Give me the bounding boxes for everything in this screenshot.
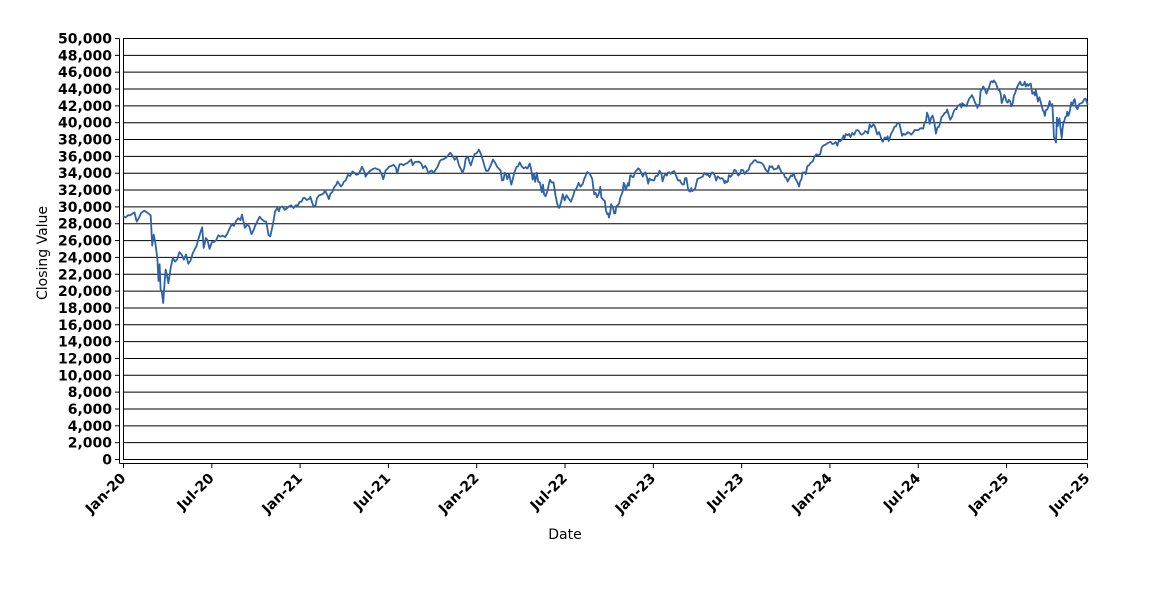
y-tick-label: 44,000 <box>58 82 112 98</box>
y-tick-label: 0 <box>102 453 112 469</box>
y-tick-label: 16,000 <box>58 318 112 334</box>
data-series <box>122 79 1089 304</box>
x-tick-label: Jan-24 <box>788 470 835 517</box>
x-tick-label: Jul-21 <box>350 471 394 515</box>
y-tick-label: 14,000 <box>58 335 112 351</box>
closing-value-series-line <box>122 79 1089 304</box>
y-tick-label: 18,000 <box>58 301 112 317</box>
x-tick-label: Jan-20 <box>82 470 129 517</box>
y-tick-label: 42,000 <box>58 99 112 115</box>
plot-border <box>123 38 1088 460</box>
y-axis-title: Closing Value <box>35 206 51 300</box>
y-tick-label: 2,000 <box>68 436 113 452</box>
y-tick-label: 36,000 <box>58 149 112 165</box>
y-tick-label: 10,000 <box>58 368 112 384</box>
y-tick-label: 6,000 <box>68 402 113 418</box>
x-tick-label: Jan-25 <box>965 471 1012 518</box>
y-tick-label: 28,000 <box>58 217 112 233</box>
x-axis-title: Date <box>548 527 581 543</box>
x-tick-label: Jul-24 <box>880 470 924 514</box>
y-tick-label: 32,000 <box>58 183 112 199</box>
x-tick-label: Jan-23 <box>612 471 659 518</box>
x-tick-label: Jan-22 <box>435 471 482 518</box>
y-tick-label: 4,000 <box>68 419 113 435</box>
x-tick-label: Jul-20 <box>174 470 218 514</box>
y-tick-label: 46,000 <box>58 65 112 81</box>
y-tick-label: 40,000 <box>58 116 112 132</box>
x-tick-label: Jul-22 <box>527 471 571 515</box>
y-tick-label: 38,000 <box>58 133 112 149</box>
y-tick-label: 30,000 <box>58 200 112 216</box>
axes: 02,0004,0006,0008,00010,00012,00014,0001… <box>58 32 1093 519</box>
x-tick-label: Jun-25 <box>1046 471 1094 519</box>
y-tick-label: 26,000 <box>58 234 112 250</box>
y-tick-label: 12,000 <box>58 351 112 367</box>
x-tick-label: Jul-23 <box>703 471 747 515</box>
x-tick-label: Jan-21 <box>259 471 306 518</box>
y-tick-label: 24,000 <box>58 250 112 266</box>
y-tick-label: 50,000 <box>58 32 112 48</box>
gridlines <box>123 38 1088 460</box>
y-tick-label: 48,000 <box>58 48 112 64</box>
y-tick-label: 20,000 <box>58 284 112 300</box>
y-tick-label: 8,000 <box>68 385 113 401</box>
y-tick-label: 22,000 <box>58 267 112 283</box>
y-tick-label: 34,000 <box>58 166 112 182</box>
